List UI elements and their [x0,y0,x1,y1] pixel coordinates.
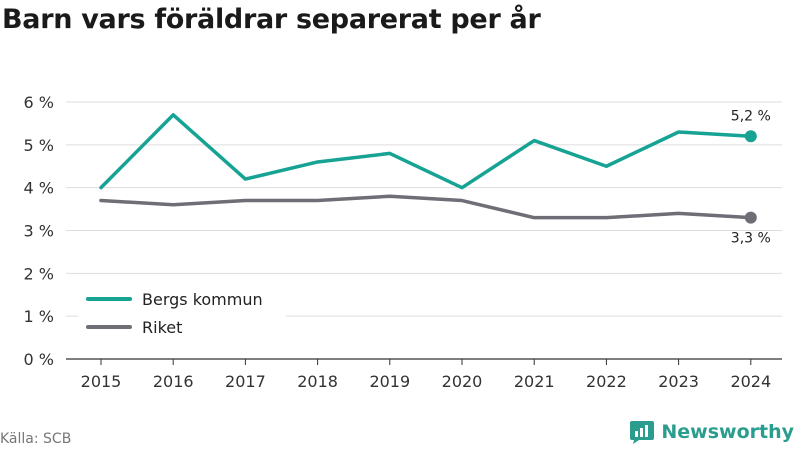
newsworthy-logo-icon [630,421,655,444]
legend-background [78,283,286,343]
y-tick-label: 2 % [24,264,54,283]
end-value-label: 5,2 % [731,108,771,124]
data-point [744,211,757,224]
y-tick-label: 3 % [24,222,54,241]
legend-label: Riket [142,318,182,337]
x-tick-label: 2023 [658,372,699,391]
x-tick-label: 2019 [369,372,410,391]
end-value-label: 3,3 % [731,231,771,247]
source-note: Källa: SCB [0,431,72,447]
x-tick-label: 2024 [730,372,771,391]
series-line [99,194,753,220]
x-tick-label: 2021 [514,372,555,391]
y-tick-label: 1 % [24,307,54,326]
series-line [99,113,753,190]
series-lines: 5,2 % 3,3 % [99,108,771,247]
x-tick-label: 2017 [225,372,266,391]
brand-name: Newsworthy [661,421,794,443]
x-tick-label: 2016 [153,372,194,391]
x-tick-label: 2015 [81,372,122,391]
legend: Bergs kommun Riket [78,283,286,343]
brand-logo: Newsworthy [629,419,794,445]
y-axis: 0 % 1 % 2 % 3 % 4 % 5 % 6 % [24,93,54,369]
chart-title: Barn vars föräldrar separerat per år [2,4,541,35]
legend-label: Bergs kommun [142,290,263,309]
x-tick-label: 2020 [442,372,483,391]
x-tick-label: 2018 [297,372,338,391]
line-chart: 0 %1 %2 %3 %4 %5 %6 % 2015 2016 2017 2018 20… [24,93,782,391]
y-tick-label: 4 % [24,179,54,198]
x-axis: 2015 2016 2017 2018 2019 2020 2021 2022 2023 2024 [81,359,771,391]
y-tick-label: 5 % [24,136,54,155]
data-point [744,130,757,143]
x-tick-label: 2022 [586,372,627,391]
y-tick-label: 6 % [24,93,54,112]
y-tick-label: 0 % [24,350,54,369]
